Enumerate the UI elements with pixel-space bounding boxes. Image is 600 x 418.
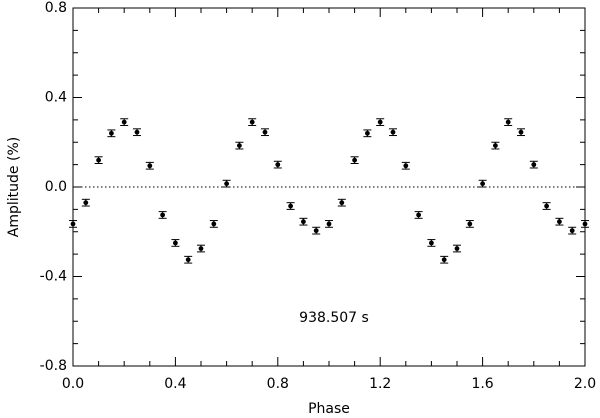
annotation: 938.507 s xyxy=(299,310,369,326)
data-point xyxy=(557,219,562,225)
y-tick-label: 0.4 xyxy=(45,90,67,106)
x-tick-label: 2.0 xyxy=(574,376,596,392)
data-point xyxy=(70,221,76,227)
y-tick-label: 0.0 xyxy=(45,179,67,195)
data-point xyxy=(480,181,485,187)
data-point xyxy=(493,143,498,149)
data-point xyxy=(224,181,230,187)
data-point xyxy=(518,129,524,135)
data-point xyxy=(403,163,409,169)
data-point xyxy=(339,200,345,206)
data-point xyxy=(352,157,357,163)
data-point xyxy=(569,228,575,234)
data-point xyxy=(147,163,153,169)
data-point xyxy=(211,221,217,227)
data-point xyxy=(198,246,204,251)
x-tick-label: 0.4 xyxy=(164,376,186,392)
data-point xyxy=(441,257,447,263)
y-axis-label: Amplitude (%) xyxy=(6,137,22,237)
data-point xyxy=(326,221,332,227)
data-point xyxy=(505,119,511,125)
data-point xyxy=(365,130,370,136)
data-point xyxy=(83,200,89,206)
data-point xyxy=(160,212,166,218)
data-point xyxy=(454,246,460,251)
data-point xyxy=(185,257,191,263)
x-tick-label: 1.2 xyxy=(369,376,391,392)
data-point xyxy=(121,119,127,125)
data-point xyxy=(109,130,114,136)
data-point xyxy=(377,119,383,125)
x-tick-label: 0.8 xyxy=(267,376,289,392)
data-point xyxy=(467,221,473,227)
data-point xyxy=(249,119,255,125)
data-point xyxy=(429,240,434,246)
data-point xyxy=(96,157,101,163)
data-point xyxy=(313,228,319,234)
x-axis-label: Phase xyxy=(308,401,350,417)
data-point xyxy=(262,129,268,135)
data-point xyxy=(390,129,396,135)
x-tick-label: 1.6 xyxy=(471,376,493,392)
data-point xyxy=(237,143,242,149)
data-point xyxy=(134,129,140,135)
data-point xyxy=(531,162,537,168)
data-point xyxy=(582,221,588,227)
data-point xyxy=(275,162,281,168)
x-tick-label: 0.0 xyxy=(62,376,84,392)
data-point xyxy=(288,203,293,209)
y-tick-label: 0.8 xyxy=(45,0,67,16)
data-point xyxy=(173,240,178,246)
y-tick-label: -0.8 xyxy=(40,358,67,374)
y-tick-label: -0.4 xyxy=(40,269,67,285)
data-point xyxy=(544,203,549,209)
data-point xyxy=(301,219,306,225)
data-point xyxy=(416,212,421,218)
